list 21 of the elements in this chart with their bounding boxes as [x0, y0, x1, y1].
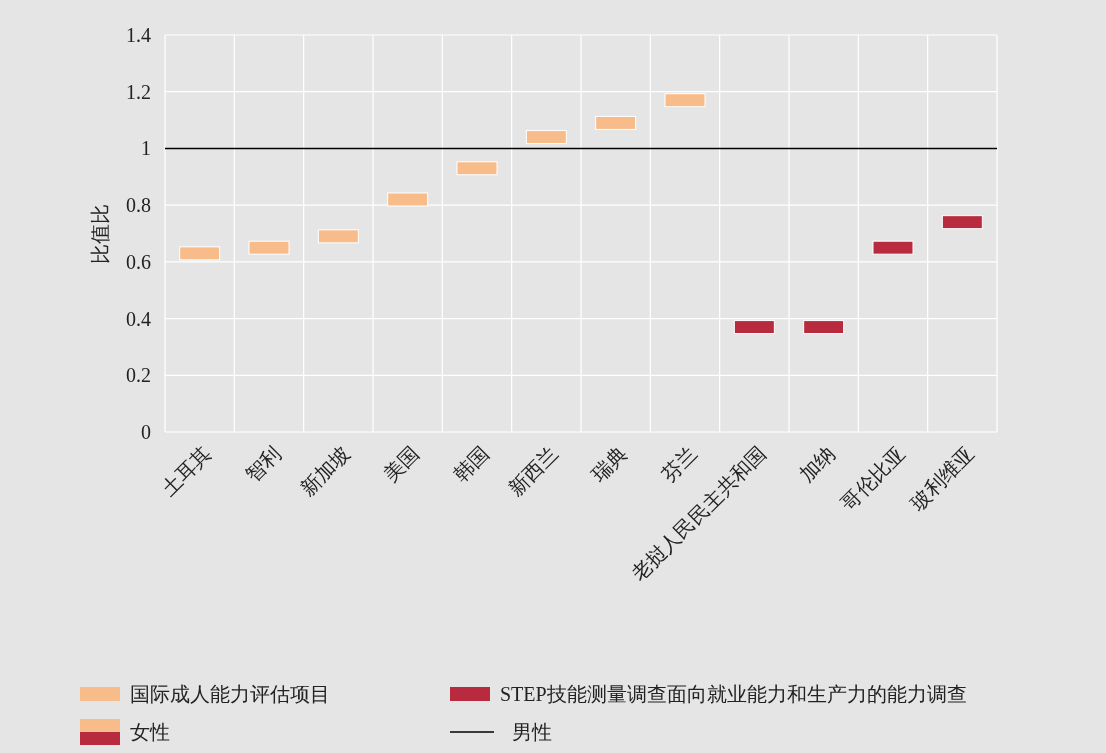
x-tick-label: 新西兰 [504, 442, 563, 501]
legend-label: STEP技能测量调查面向就业能力和生产力的能力调查 [500, 683, 967, 705]
y-tick-label: 0.8 [126, 194, 151, 217]
x-tick-label: 新加坡 [296, 442, 355, 501]
legend-label: 男性 [512, 721, 552, 743]
legend-label: 国际成人能力评估项目 [130, 683, 330, 705]
y-tick-label: 1.2 [126, 80, 151, 103]
y-axis-title: 比值比 [89, 203, 111, 264]
x-tick-label: 芬兰 [656, 442, 701, 487]
y-tick-label: 0.4 [126, 307, 151, 330]
y-tick-label: 0.2 [126, 364, 151, 387]
x-tick-label: 瑞典 [587, 442, 632, 487]
y-tick-label: 1 [141, 137, 151, 160]
x-tick-label: 韩国 [448, 442, 493, 487]
x-tick-label: 智利 [240, 442, 285, 487]
legend-title: 女性 [130, 721, 170, 743]
y-tick-label: 1.4 [126, 24, 151, 46]
x-tick-label: 土耳其 [157, 442, 216, 501]
x-tick-label: 美国 [379, 442, 424, 487]
y-tick-label: 0.6 [126, 250, 151, 273]
y-tick-label: 0 [141, 421, 151, 443]
